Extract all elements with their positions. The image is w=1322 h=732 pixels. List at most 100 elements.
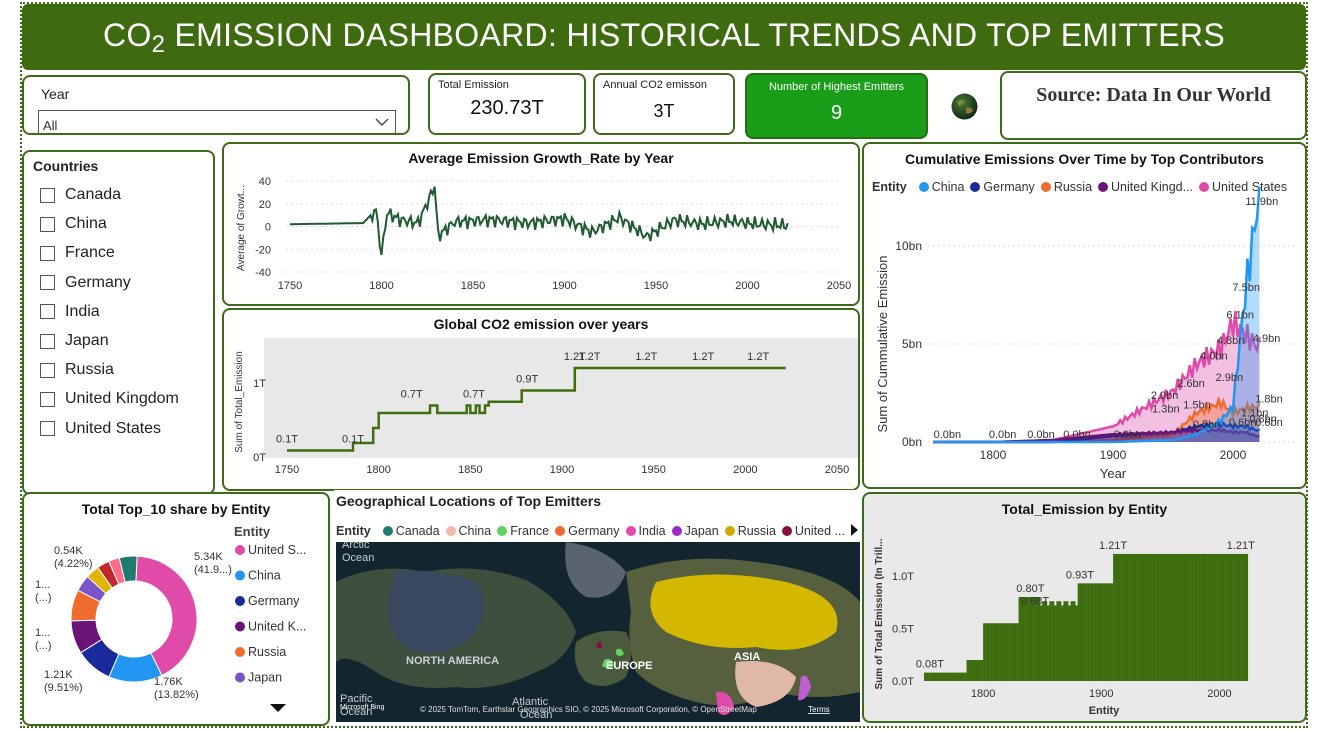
bar [1212,553,1215,681]
country-label: Russia [65,361,114,379]
country-option-france[interactable]: France [40,242,115,264]
bar [1160,553,1163,681]
bar [1124,553,1128,681]
country-option-china[interactable]: China [40,213,107,235]
dashboard-frame [20,2,1308,728]
checkbox[interactable] [40,187,55,203]
bar [1103,583,1107,681]
global-emission-line [287,366,786,452]
bar [1101,583,1104,681]
bar [1184,553,1187,681]
map-label: NORTH AMERICA [406,655,499,667]
legend-item[interactable]: United ... [794,524,845,538]
source-box: Source: Data In Our World [1000,71,1307,140]
country-option-russia[interactable]: Russia [40,359,114,381]
legend-title: Entity [234,524,271,539]
donut-label: (4.22%) [54,558,93,570]
country-option-germany[interactable]: Germany [40,272,131,294]
legend-item[interactable]: France [510,524,550,538]
legend-item: Russia [248,645,286,659]
x-tick-label: 1900 [1100,448,1127,462]
x-tick-label: 1800 [369,280,393,292]
bar [1072,601,1076,681]
legend-item[interactable]: Japan [684,524,719,538]
bar [1179,553,1182,681]
x-tick-label: 1850 [461,280,485,292]
land-europe [574,630,631,686]
bar [1191,553,1194,681]
bar [1080,583,1083,681]
bar [1153,553,1156,681]
data-label: 1.2T [635,351,657,363]
donut-chart: Total Top_10 share by Entity 5.34K (41.9.… [22,492,330,726]
x-tick-label: 1800 [971,688,995,700]
region-russia [650,574,838,650]
country-option-united-states[interactable]: United States [40,418,161,440]
bar [1044,601,1048,681]
data-label: 0.7T [401,389,423,401]
data-label: 2.6bn [1177,378,1205,390]
legend-title: Entity [336,524,371,538]
bar [1165,553,1168,681]
kpi-annual-emission: Annual CO2 emisson 3T [593,73,735,135]
x-tick-label: 1750 [278,280,302,292]
year-dropdown[interactable]: All [38,110,396,133]
checkbox[interactable] [40,333,55,349]
checkbox[interactable] [40,362,55,378]
growth-rate-chart: Average Emission Growth_Rate by Year 40 2… [222,142,860,306]
legend-next-arrow[interactable] [849,522,859,543]
legend-item[interactable]: Canada [395,524,440,538]
y-tick-label: 1T [253,378,266,390]
country-option-united-kingdom[interactable]: United Kingdom [40,388,179,410]
legend-item[interactable]: United Kingd... [1111,180,1194,194]
legend-dot [235,621,245,632]
legend-item[interactable]: China [931,180,965,194]
checkbox[interactable] [40,245,55,261]
checkbox[interactable] [40,216,55,232]
x-tick-label: 2000 [733,464,757,476]
bar [971,660,974,681]
legend-item[interactable]: China [458,524,492,538]
kpi-highest-emitters-label: Number of Highest Emitters [768,81,905,93]
checkbox[interactable] [40,304,55,320]
legend-item[interactable]: India [638,524,666,538]
legend-dot [625,526,636,536]
bar [968,660,972,681]
legend-item[interactable]: Russia [737,524,776,538]
data-label: 0.80T [1016,583,1044,595]
bar [1011,623,1015,681]
country-option-india[interactable]: India [40,301,100,323]
legend-item[interactable]: Germany [568,524,620,538]
country-option-canada[interactable]: Canada [40,184,121,206]
data-label: 6.1bn [1226,309,1254,321]
legend-item[interactable]: United States [1212,180,1288,194]
data-label: 1.2T [692,351,714,363]
legend-dot [235,570,245,581]
bar [1214,553,1218,681]
legend-item[interactable]: Russia [1053,180,1093,194]
legend-item[interactable]: Germany [983,180,1035,194]
bar [1193,553,1197,681]
bar [1129,553,1133,681]
checkbox[interactable] [40,275,55,291]
legend-dot [1040,182,1051,192]
y-tick-label: 5bn [902,337,922,351]
country-option-japan[interactable]: Japan [40,330,109,352]
checkbox[interactable] [40,391,55,407]
map-legend: Entity Canada China France Germany India Japan… [336,524,845,538]
bar [1013,623,1017,681]
country-label: India [65,302,100,320]
bar [954,672,958,681]
bar [1134,553,1137,681]
bar [1106,583,1109,681]
land-canada [388,570,484,654]
bar [1132,553,1135,681]
map-label: Ocean [520,709,552,721]
map-label: Arctic [342,542,370,551]
country-label: Japan [65,332,109,349]
x-tick-label: 1900 [1089,688,1113,700]
legend-dot [235,596,245,606]
donut-label: 5.34K [194,551,223,563]
checkbox[interactable] [40,421,55,437]
